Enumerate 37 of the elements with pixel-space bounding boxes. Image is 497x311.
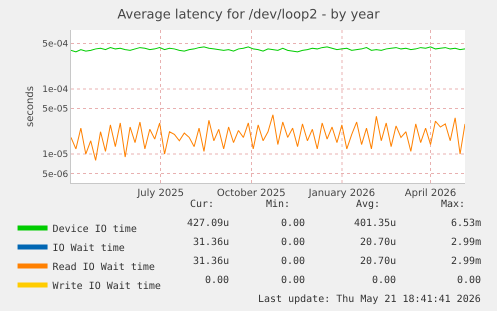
text: 31.36u bbox=[193, 237, 230, 248]
text: Max: bbox=[441, 199, 466, 210]
x-tick-label: October 2025 bbox=[216, 188, 286, 199]
text: 31.36u bbox=[193, 256, 230, 267]
text: 2.99m bbox=[451, 256, 482, 267]
legend-label: Device IO time bbox=[52, 224, 137, 235]
text: 0.00 bbox=[281, 218, 306, 229]
y-tick-label: 1e-04 bbox=[42, 85, 68, 96]
y-axis-title: seconds bbox=[25, 86, 36, 127]
x-tick-label: July 2025 bbox=[136, 188, 184, 199]
x-tick-label: April 2026 bbox=[404, 188, 456, 199]
y-tick-label: 5e-06 bbox=[42, 170, 68, 180]
text: 0.00 bbox=[281, 237, 306, 248]
text: 427.09u bbox=[187, 218, 230, 229]
legend-label: Read IO Wait time bbox=[52, 262, 155, 273]
legend-label: IO Wait time bbox=[52, 242, 125, 254]
text: Avg: bbox=[356, 199, 380, 210]
y-tick-label: 1e-05 bbox=[42, 150, 68, 160]
x-tick-label: January 2026 bbox=[308, 188, 376, 199]
text: 6.53m bbox=[451, 218, 482, 229]
chart-title: Average latency for /dev/loop2 - by year bbox=[117, 8, 380, 23]
text: 401.35u bbox=[354, 218, 396, 229]
text: 0.00 bbox=[281, 275, 306, 286]
text: 0.00 bbox=[457, 275, 482, 286]
text: 2.99m bbox=[451, 237, 482, 248]
text: 20.70u bbox=[360, 256, 396, 267]
text: 0.00 bbox=[205, 275, 230, 286]
text: Last update: Thu May 21 18:41:41 2026 bbox=[258, 294, 481, 305]
y-tick-label: 5e-04 bbox=[42, 39, 68, 50]
line-series bbox=[71, 114, 465, 161]
y-tick-label: 5e-05 bbox=[42, 104, 68, 115]
text: 0.00 bbox=[281, 256, 306, 267]
text: 20.70u bbox=[360, 237, 396, 248]
text: Cur: bbox=[190, 199, 214, 210]
text: Min: bbox=[266, 199, 290, 210]
text: 0.00 bbox=[372, 275, 396, 286]
legend-label: Write IO Wait time bbox=[52, 280, 161, 292]
